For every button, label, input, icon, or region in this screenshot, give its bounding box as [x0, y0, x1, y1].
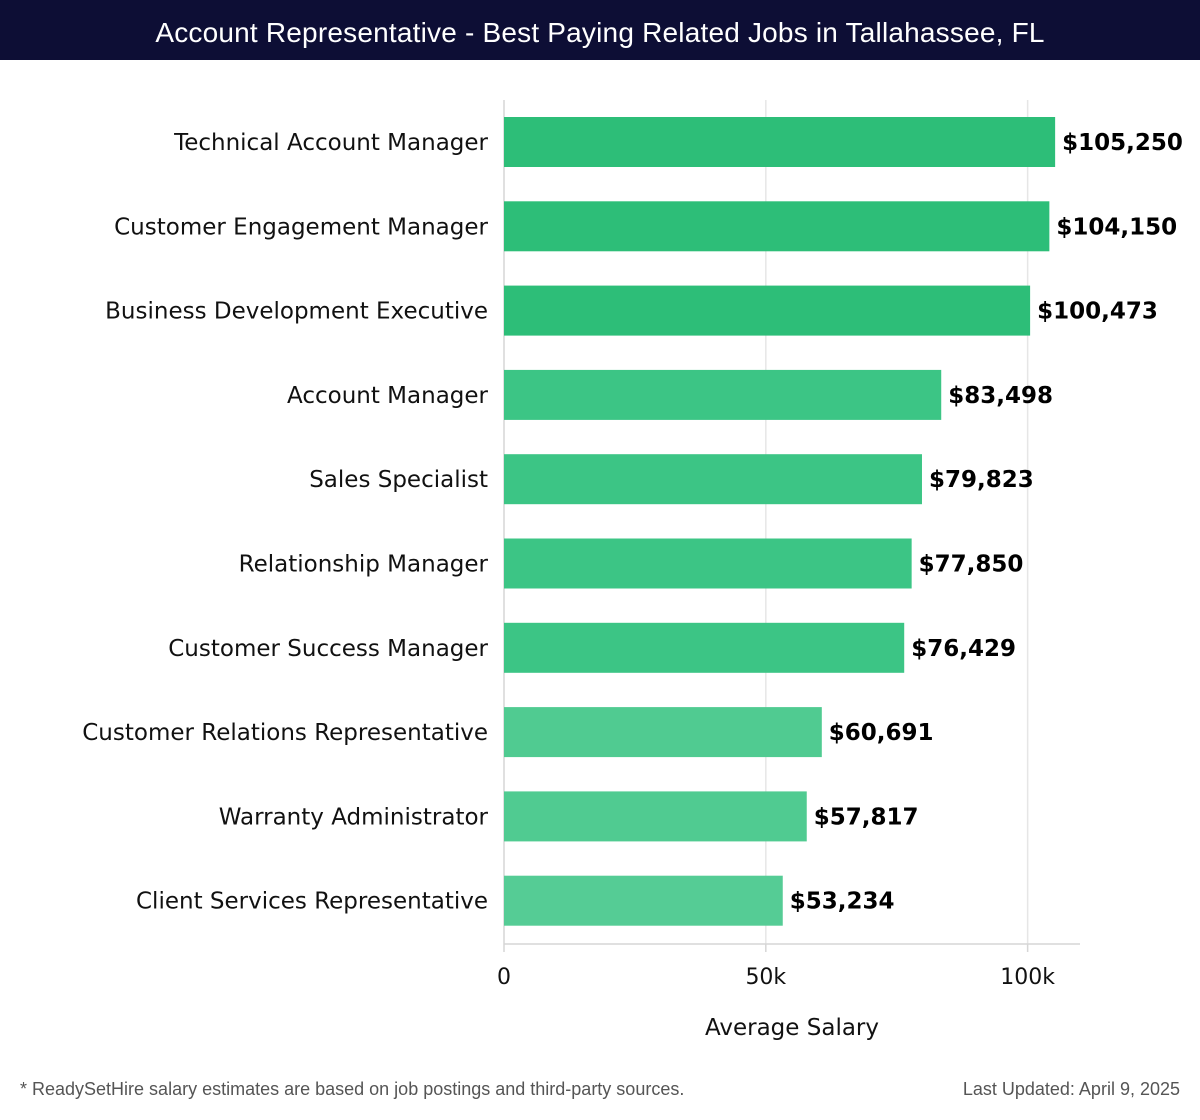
x-tick-label: 100k — [1000, 965, 1055, 990]
bar — [504, 707, 822, 758]
category-label: Sales Specialist — [309, 467, 488, 493]
bar — [504, 201, 1050, 252]
value-label: $79,823 — [929, 467, 1034, 493]
bar — [504, 875, 783, 926]
footer-note: * ReadySetHire salary estimates are base… — [20, 1079, 685, 1099]
value-label: $57,817 — [814, 804, 919, 830]
bar — [504, 538, 912, 589]
category-label: Business Development Executive — [105, 299, 488, 325]
category-label: Customer Relations Representative — [82, 720, 488, 746]
bar-chart: Technical Account Manager $105,250 Custome… — [82, 100, 1183, 1041]
value-label: $53,234 — [790, 889, 895, 915]
value-label: $83,498 — [948, 383, 1053, 409]
category-label: Client Services Representative — [136, 889, 488, 915]
chart-title: Account Representative - Best Paying Rel… — [0, 0, 1200, 60]
value-label: $104,150 — [1056, 214, 1177, 240]
x-tick-label: 50k — [745, 965, 786, 990]
value-label: $60,691 — [829, 720, 934, 746]
bar — [504, 454, 922, 505]
x-tick-label: 0 — [497, 965, 511, 990]
value-label: $76,429 — [911, 636, 1016, 662]
last-updated: Last Updated: April 9, 2025 — [962, 1079, 1180, 1099]
value-label: $105,250 — [1062, 130, 1183, 156]
bar — [504, 285, 1031, 336]
category-label: Technical Account Manager — [173, 130, 488, 156]
value-label: $77,850 — [919, 552, 1024, 578]
value-label: $100,473 — [1037, 299, 1158, 325]
category-label: Relationship Manager — [239, 552, 489, 578]
category-label: Warranty Administrator — [219, 804, 489, 830]
category-label: Customer Engagement Manager — [114, 214, 488, 240]
x-axis-title: Average Salary — [705, 1015, 879, 1041]
bar — [504, 791, 807, 842]
bar — [504, 369, 942, 420]
category-label: Customer Success Manager — [168, 636, 488, 662]
bar — [504, 622, 905, 673]
bar — [504, 117, 1056, 167]
category-label: Account Manager — [287, 383, 489, 409]
